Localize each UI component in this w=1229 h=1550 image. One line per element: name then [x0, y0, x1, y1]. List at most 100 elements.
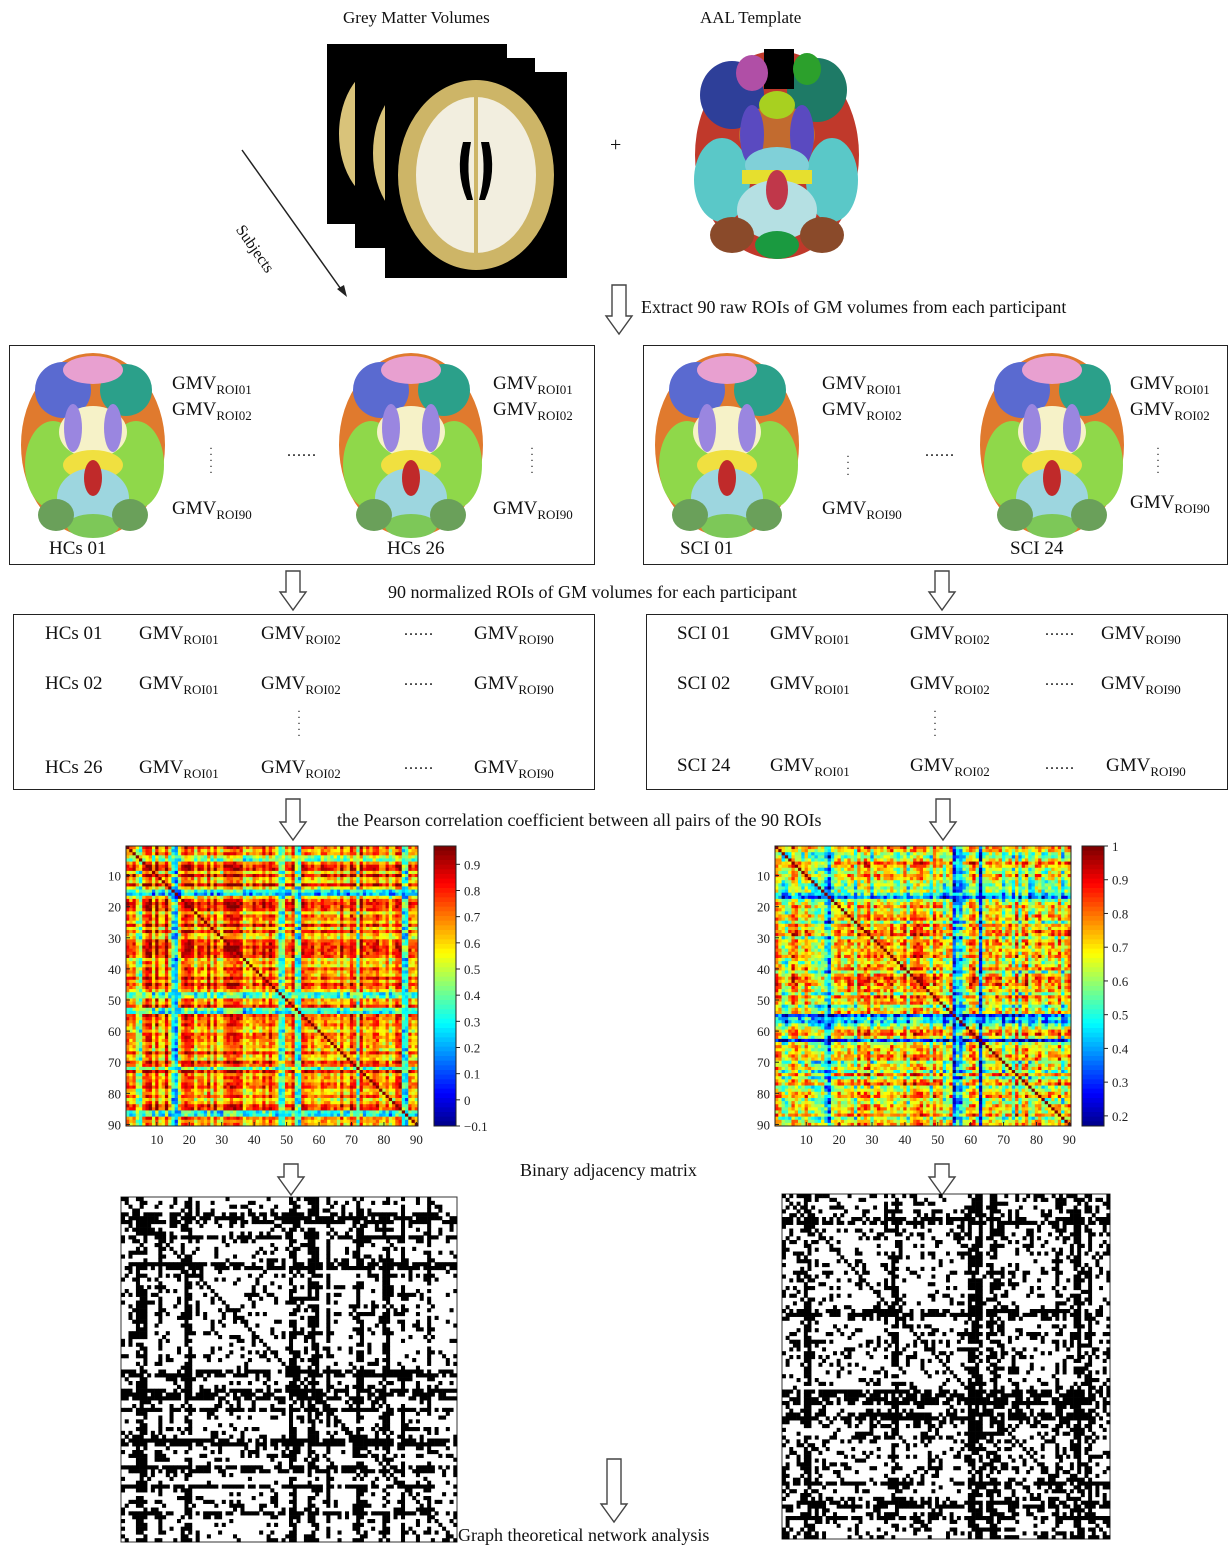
heatmap-cell — [343, 1001, 347, 1005]
heatmap-cell — [223, 992, 227, 996]
heatmap-cell — [336, 898, 341, 903]
heatmap-cell — [336, 1004, 341, 1009]
heatmap-cell — [155, 846, 159, 850]
heatmap-cell — [307, 995, 312, 999]
heatmap-cell — [187, 1001, 192, 1005]
heatmap-cell — [392, 939, 396, 943]
heatmap-cell — [129, 1001, 133, 1005]
heatmap-cell — [281, 883, 286, 887]
heatmap-cell — [135, 964, 140, 968]
heatmap-cell — [210, 1007, 214, 1012]
heatmap-cell — [278, 1010, 283, 1015]
heatmap-cell — [395, 864, 399, 869]
heatmap-cell — [197, 849, 201, 853]
heatmap-cell — [369, 1001, 373, 1005]
heatmap-cell — [369, 911, 373, 915]
heatmap-cell — [288, 898, 292, 903]
heatmap-cell — [408, 892, 412, 897]
heatmap-cell — [346, 1001, 351, 1005]
heatmap-cell — [265, 951, 270, 956]
heatmap-cell — [320, 998, 325, 1002]
heatmap-cell — [246, 902, 250, 906]
heatmap-cell — [411, 992, 416, 996]
heatmap-cell — [135, 880, 140, 884]
heatmap-cell — [223, 852, 227, 856]
heatmap-cell — [229, 920, 234, 925]
heatmap-cell — [353, 930, 357, 934]
heatmap-cell — [278, 898, 283, 903]
heatmap-cell — [382, 976, 386, 981]
heatmap-cell — [252, 849, 257, 853]
heatmap-cell — [323, 989, 328, 993]
heatmap-cell — [164, 964, 169, 968]
heatmap-cell — [379, 846, 383, 850]
heatmap-cell — [398, 986, 403, 990]
heatmap-cell — [327, 933, 331, 937]
heatmap-cell — [349, 905, 354, 909]
heatmap-cell — [333, 914, 338, 918]
heatmap-cell — [411, 998, 416, 1002]
heatmap-cell — [304, 864, 308, 869]
heatmap-cell — [229, 998, 234, 1002]
heatmap-cell — [323, 852, 328, 856]
heatmap-cell — [398, 973, 403, 977]
heatmap-cell — [233, 939, 237, 943]
heatmap-cell — [343, 852, 347, 856]
heatmap-cell — [161, 995, 166, 999]
heatmap-cell — [388, 892, 393, 897]
heatmap-cell — [207, 942, 211, 946]
heatmap-cell — [388, 917, 393, 921]
heatmap-cell — [281, 870, 286, 875]
heatmap-cell — [239, 961, 244, 965]
heatmap-cell — [242, 992, 247, 996]
heatmap-cell — [310, 852, 315, 856]
heatmap-cell — [401, 954, 406, 959]
heatmap-cell — [346, 973, 351, 977]
heatmap-cell — [168, 976, 172, 981]
heatmap-cell — [233, 964, 237, 968]
heatmap-cell — [233, 880, 237, 884]
heatmap-cell — [346, 1010, 351, 1015]
heatmap-cell — [272, 992, 276, 996]
heatmap-cell — [132, 889, 137, 893]
heatmap-cell — [171, 877, 175, 881]
heatmap-cell — [385, 880, 390, 884]
heatmap-cell — [197, 898, 201, 903]
heatmap-cell — [210, 1014, 214, 1018]
heatmap-cell — [392, 951, 396, 956]
heatmap-cell — [151, 889, 156, 893]
heatmap-cell — [401, 870, 406, 875]
heatmap-cell — [349, 870, 354, 875]
heatmap-cell — [168, 880, 172, 884]
heatmap-cell — [210, 917, 214, 921]
heatmap-cell — [216, 954, 221, 959]
heatmap-cell — [317, 861, 321, 865]
heatmap-cell — [346, 902, 351, 906]
heatmap-cell — [197, 986, 201, 990]
heatmap-cell — [242, 967, 247, 971]
heatmap-cell — [275, 908, 279, 912]
heatmap-cell — [310, 933, 315, 937]
heatmap-cell — [220, 986, 224, 990]
heatmap-cell — [301, 998, 305, 1002]
heatmap-cell — [362, 973, 367, 977]
heatmap-cell — [281, 892, 286, 897]
heatmap-cell — [210, 874, 214, 878]
heatmap-cell — [359, 892, 364, 897]
heatmap-cell — [233, 902, 237, 906]
heatmap-cell — [333, 898, 338, 903]
heatmap-cell — [142, 1007, 146, 1012]
heatmap-cell — [135, 958, 140, 962]
heatmap-cell — [142, 930, 146, 934]
heatmap-cell — [220, 923, 224, 928]
heatmap-cell — [158, 967, 162, 971]
heatmap-cell — [414, 945, 419, 949]
heatmap-cell — [327, 846, 331, 850]
heatmap-cell — [395, 970, 399, 974]
heatmap-cell — [411, 870, 416, 875]
heatmap-cell — [171, 995, 175, 999]
heatmap-cell — [401, 958, 406, 962]
heatmap-cell — [132, 939, 137, 943]
heatmap-cell — [314, 976, 318, 981]
heatmap-cell — [255, 846, 260, 850]
